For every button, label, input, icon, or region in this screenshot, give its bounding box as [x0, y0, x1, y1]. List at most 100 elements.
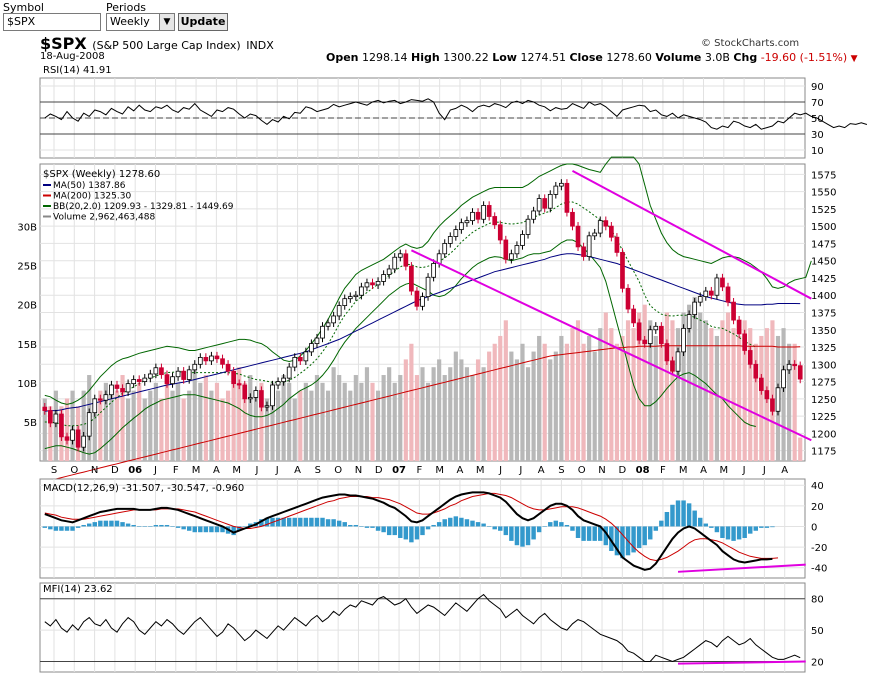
symbol-input[interactable]: $SPX — [3, 13, 101, 31]
macd-histogram-bar — [148, 526, 153, 527]
candle-body — [597, 220, 603, 234]
macd-histogram-bar — [575, 526, 581, 538]
x-tick-label: J — [153, 465, 157, 476]
macd-histogram-bar — [731, 526, 736, 541]
volume-bar — [325, 390, 331, 461]
candle-body — [542, 198, 548, 209]
macd-histogram-bar — [181, 526, 186, 530]
volume-bar — [659, 328, 664, 461]
macd-histogram-bar — [303, 517, 309, 527]
candle-body — [414, 290, 420, 307]
mfi-frame — [39, 582, 806, 673]
volume-bar — [231, 375, 236, 461]
volume-bar — [387, 367, 392, 461]
candle-body — [675, 351, 681, 372]
update-button[interactable]: Update — [178, 13, 228, 31]
candle-body — [42, 406, 48, 411]
volume-bar — [109, 390, 114, 461]
volume-bar — [625, 320, 631, 461]
macd-histogram-bar — [703, 523, 709, 527]
trendline-annotation — [678, 660, 806, 665]
x-tick-label: O — [578, 465, 586, 476]
macd-histogram-bar — [336, 520, 342, 527]
macd-histogram-bar — [664, 512, 670, 527]
volume-bar — [192, 367, 197, 461]
macd-histogram-bar — [503, 526, 509, 536]
price-tick-label: 1350 — [811, 326, 836, 337]
candle-body — [670, 360, 675, 372]
chevron-down-icon[interactable]: ▼ — [159, 13, 175, 31]
ticker: $SPX — [40, 34, 87, 53]
volume-bar — [320, 382, 325, 461]
candle-body — [247, 397, 253, 400]
candle-body — [164, 374, 170, 385]
price-tick-label: 1375 — [811, 309, 836, 320]
candle-body — [575, 225, 581, 248]
legend-entry: BB(20,2.0) 1209.93 - 1329.81 - 1449.69 — [53, 202, 234, 212]
high-value: 1300.22 — [443, 51, 489, 64]
macd-histogram-bar — [386, 526, 392, 536]
candle-body — [497, 224, 503, 241]
macd-histogram-bar — [281, 517, 286, 527]
rsi-tick-label: 90 — [811, 82, 824, 93]
brand-link[interactable]: © StockCharts.com — [701, 38, 800, 49]
candle-body — [220, 358, 225, 365]
macd-label: MACD(12,26,9) -31.507, -30.547, -0.960 — [43, 483, 244, 494]
macd-histogram-bar — [686, 503, 692, 527]
volume-bar — [531, 351, 536, 461]
candle-body — [125, 383, 131, 393]
rsi-tick-label: 50 — [811, 114, 824, 125]
volume-tick-label: 30B — [17, 223, 37, 234]
low-value: 1274.51 — [520, 51, 566, 64]
chg-label: Chg — [733, 51, 758, 64]
candle-body — [536, 198, 542, 212]
candle-body — [625, 287, 631, 310]
candle-body — [442, 243, 448, 255]
periods-select[interactable]: Weekly ▼ — [106, 13, 175, 31]
volume-tick-label: 10B — [17, 379, 37, 390]
candle-body — [692, 301, 698, 315]
macd-histogram-bar — [736, 526, 742, 540]
rsi-label: RSI(14) 41.91 — [43, 65, 112, 76]
macd-tick-label: 20 — [811, 502, 824, 513]
candle-body — [797, 365, 803, 380]
macd-histogram-bar — [59, 526, 64, 531]
macd-histogram-bar — [642, 526, 647, 546]
macd-histogram-bar — [142, 526, 147, 527]
volume-bar — [170, 390, 175, 461]
candle-body — [264, 405, 270, 408]
volume-bar — [214, 382, 220, 461]
macd-tick-label: -20 — [811, 543, 827, 554]
macd-histogram-bar — [75, 526, 81, 528]
macd-histogram-bar — [414, 526, 420, 540]
macd-histogram-bar — [370, 526, 375, 528]
volume-bar — [537, 335, 542, 461]
volume-bar — [142, 398, 147, 461]
macd-histogram-bar — [536, 526, 542, 533]
volume-bar — [592, 351, 597, 461]
macd-histogram-bar — [770, 526, 775, 528]
ma200-line — [44, 345, 801, 483]
macd-histogram-bar — [109, 520, 114, 527]
macd-histogram-bar — [442, 519, 447, 527]
macd-histogram-bar — [553, 520, 559, 527]
volume-bar — [398, 375, 403, 461]
candle-body — [253, 390, 259, 398]
volume-bar — [164, 375, 170, 461]
candle-body — [375, 281, 381, 286]
volume-bar — [81, 390, 86, 461]
volume-bar — [459, 359, 464, 461]
macd-histogram-bar — [464, 519, 470, 527]
candle-body — [336, 305, 342, 317]
macd-histogram-bar — [231, 526, 236, 536]
macd-histogram-bar — [675, 500, 681, 527]
macd-histogram-bar — [620, 526, 625, 559]
candle-body — [547, 193, 553, 209]
candle-body — [709, 290, 714, 296]
candle-body — [186, 369, 192, 380]
x-tick-label: M — [232, 465, 241, 476]
x-tick-label: D — [111, 465, 119, 476]
volume-bar — [348, 390, 353, 461]
macd-panel: 40 20 0 -20 -40 MACD(12,26,9) -31.507, -30.54… — [39, 478, 827, 579]
